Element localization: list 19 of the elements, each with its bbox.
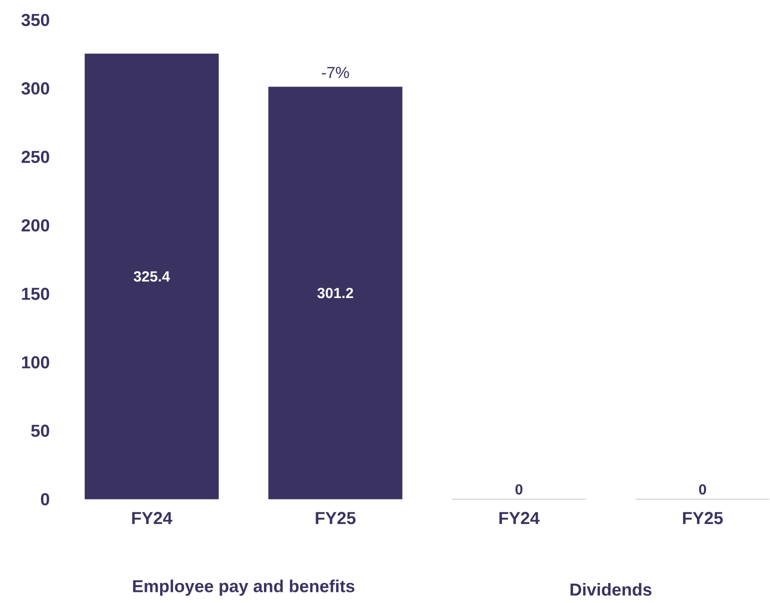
annotation: -7% bbox=[322, 66, 349, 78]
y-tick-label: 50 bbox=[31, 424, 50, 437]
y-tick-label: 0 bbox=[40, 493, 50, 506]
data-label: 0 bbox=[699, 484, 706, 494]
x-tick-label: FY25 bbox=[316, 512, 356, 524]
y-tick-label: 150 bbox=[22, 288, 50, 300]
data-label: 0 bbox=[515, 484, 522, 494]
x-tick-label: FY24 bbox=[132, 512, 172, 524]
text: Dividends bbox=[570, 582, 652, 596]
x-tick-label: FY24 bbox=[499, 512, 540, 524]
text: Employee pay and benefits bbox=[133, 580, 354, 596]
y-tick-label: 250 bbox=[22, 150, 50, 163]
data-label: 301.2 bbox=[317, 288, 354, 298]
y-tick-label: 200 bbox=[22, 219, 50, 232]
data-label: 325.4 bbox=[134, 271, 170, 282]
x-tick-label: FY25 bbox=[683, 512, 723, 524]
y-tick-label: 350 bbox=[21, 14, 50, 26]
y-tick-label: 300 bbox=[21, 82, 50, 95]
y-tick-label: 100 bbox=[22, 356, 50, 368]
